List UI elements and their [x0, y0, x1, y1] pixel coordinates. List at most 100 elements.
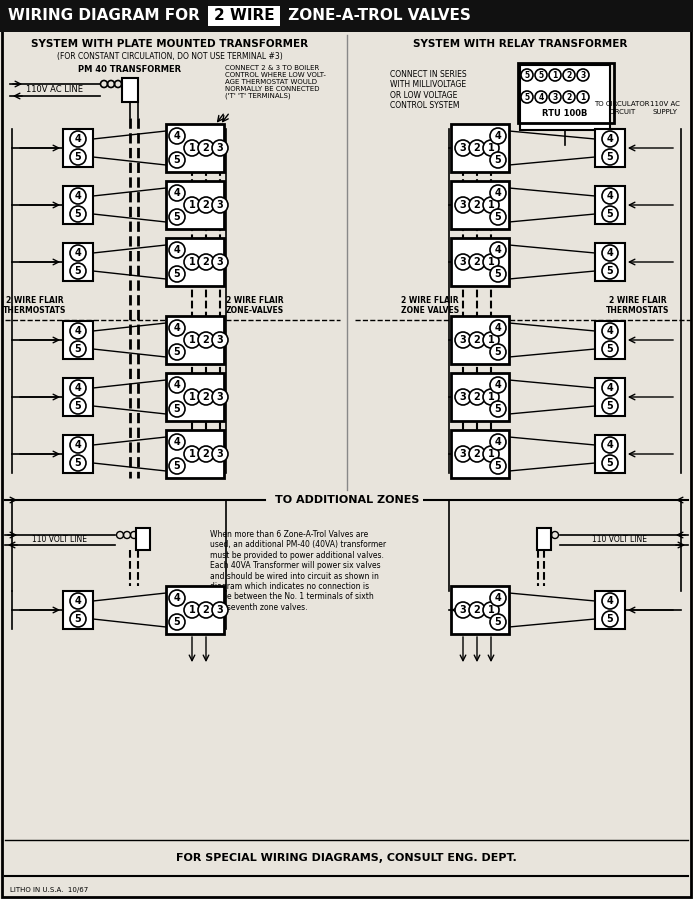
Text: FOR SPECIAL WIRING DIAGRAMS, CONSULT ENG. DEPT.: FOR SPECIAL WIRING DIAGRAMS, CONSULT ENG… [176, 853, 517, 863]
Circle shape [602, 245, 618, 261]
Circle shape [70, 341, 86, 357]
Text: 4: 4 [606, 191, 613, 201]
Text: 3: 3 [217, 200, 223, 210]
Text: 3: 3 [217, 392, 223, 402]
Circle shape [483, 446, 499, 462]
Text: 1: 1 [188, 335, 195, 345]
Bar [537, 528, 551, 550]
Circle shape [212, 254, 228, 270]
Circle shape [535, 91, 547, 103]
Text: 4: 4 [495, 188, 501, 198]
Circle shape [70, 149, 86, 165]
Text: 2: 2 [473, 605, 480, 615]
Text: 2: 2 [202, 392, 209, 402]
Text: SYSTEM WITH RELAY TRANSFORMER: SYSTEM WITH RELAY TRANSFORMER [413, 39, 627, 49]
Text: 2: 2 [473, 392, 480, 402]
Text: 5: 5 [495, 461, 501, 471]
Circle shape [198, 140, 214, 156]
Text: 5: 5 [174, 347, 180, 357]
Text: 5: 5 [606, 209, 613, 219]
Circle shape [490, 590, 506, 606]
Text: 4: 4 [75, 440, 81, 450]
Text: 3: 3 [459, 143, 466, 153]
Text: 5: 5 [174, 461, 180, 471]
Circle shape [184, 254, 200, 270]
Text: RTU 100B: RTU 100B [543, 109, 588, 118]
Text: 1: 1 [188, 392, 195, 402]
Text: 2: 2 [202, 143, 209, 153]
Circle shape [169, 128, 185, 144]
Circle shape [490, 320, 506, 336]
Circle shape [169, 242, 185, 258]
Text: 1: 1 [488, 392, 494, 402]
Circle shape [602, 149, 618, 165]
Text: 5: 5 [174, 155, 180, 165]
Circle shape [455, 446, 471, 462]
Text: 3: 3 [580, 70, 586, 79]
Text: 5: 5 [75, 152, 81, 162]
Text: 2: 2 [202, 200, 209, 210]
Circle shape [455, 602, 471, 618]
Text: 5: 5 [174, 617, 180, 627]
Bar [451, 430, 509, 478]
Text: 5: 5 [174, 269, 180, 279]
Text: 2: 2 [202, 335, 209, 345]
Text: 2: 2 [473, 335, 480, 345]
Text: 2: 2 [473, 143, 480, 153]
Bar [595, 243, 625, 281]
Bar [595, 129, 625, 167]
Text: 110 VOLT LINE: 110 VOLT LINE [33, 536, 87, 545]
Text: 3: 3 [459, 392, 466, 402]
Bar [63, 435, 93, 473]
Text: 4: 4 [174, 380, 180, 390]
Bar [595, 186, 625, 224]
Circle shape [198, 254, 214, 270]
Text: 4: 4 [75, 326, 81, 336]
Circle shape [469, 140, 485, 156]
Text: 5: 5 [606, 458, 613, 468]
Text: 4: 4 [75, 134, 81, 144]
Text: 1: 1 [488, 257, 494, 267]
Bar [451, 373, 509, 421]
Text: 5: 5 [525, 93, 529, 102]
Text: 4: 4 [174, 131, 180, 141]
Text: 4: 4 [606, 383, 613, 393]
Text: 3: 3 [217, 143, 223, 153]
Text: 5: 5 [606, 614, 613, 624]
Circle shape [169, 434, 185, 450]
Text: 2 WIRE FLAIR
ZONE-VALVES: 2 WIRE FLAIR ZONE-VALVES [226, 296, 284, 315]
Text: 5: 5 [606, 344, 613, 354]
Text: 4: 4 [174, 245, 180, 255]
Text: 4: 4 [75, 191, 81, 201]
Circle shape [212, 446, 228, 462]
Circle shape [70, 188, 86, 204]
Circle shape [602, 131, 618, 147]
Text: 2: 2 [566, 93, 572, 102]
Circle shape [521, 91, 533, 103]
Text: 1: 1 [488, 335, 494, 345]
Circle shape [198, 332, 214, 348]
Circle shape [469, 254, 485, 270]
Text: 3: 3 [217, 605, 223, 615]
Text: 4: 4 [606, 596, 613, 606]
Text: 1: 1 [488, 200, 494, 210]
Text: ZONE-A-TROL VALVES: ZONE-A-TROL VALVES [283, 8, 471, 23]
Text: 5: 5 [75, 458, 81, 468]
Text: 4: 4 [606, 248, 613, 258]
Circle shape [169, 401, 185, 417]
Circle shape [184, 332, 200, 348]
Circle shape [602, 188, 618, 204]
Text: 3: 3 [217, 335, 223, 345]
Text: 2 WIRE FLAIR
THERMOSTATS: 2 WIRE FLAIR THERMOSTATS [606, 296, 669, 315]
Bar [0, 0, 693, 32]
Circle shape [455, 332, 471, 348]
Text: 1: 1 [188, 257, 195, 267]
Text: 1: 1 [188, 200, 195, 210]
Text: 2 WIRE FLAIR
ZONE VALVES: 2 WIRE FLAIR ZONE VALVES [401, 296, 459, 315]
Text: 1: 1 [580, 93, 586, 102]
Bar [451, 586, 509, 634]
Circle shape [602, 380, 618, 396]
Text: 4: 4 [495, 245, 501, 255]
Text: 5: 5 [538, 70, 543, 79]
Circle shape [70, 593, 86, 609]
